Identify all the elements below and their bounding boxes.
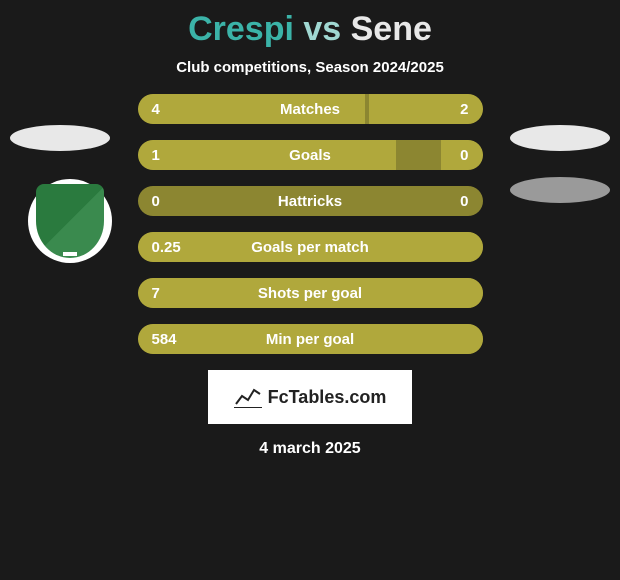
chart-icon	[234, 386, 262, 408]
comparison-bars: 4Matches21Goals00Hattricks00.25Goals per…	[138, 94, 483, 354]
bar-label: Hattricks	[138, 193, 483, 210]
bar-value-right: 2	[460, 101, 468, 118]
team-crest	[28, 179, 112, 263]
bar-row: 7Shots per goal	[138, 278, 483, 308]
badge-right-top	[510, 125, 610, 151]
badge-right-mid	[510, 177, 610, 203]
bar-label: Goals per match	[138, 239, 483, 256]
page-title: Crespi vs Sene	[0, 0, 620, 49]
crest-shield-icon	[36, 184, 104, 258]
bar-row: 0.25Goals per match	[138, 232, 483, 262]
brand-box: FcTables.com	[208, 370, 412, 424]
brand-text: FcTables.com	[268, 387, 387, 408]
bar-value-right: 0	[460, 193, 468, 210]
bar-value-right: 0	[460, 147, 468, 164]
bar-row: 4Matches2	[138, 94, 483, 124]
badge-left-top	[10, 125, 110, 151]
bar-row: 584Min per goal	[138, 324, 483, 354]
date-text: 4 march 2025	[0, 440, 620, 458]
title-player-left: Crespi	[188, 10, 303, 48]
bar-label: Goals	[138, 147, 483, 164]
bar-row: 0Hattricks0	[138, 186, 483, 216]
title-player-right: Sene	[351, 10, 432, 48]
bar-row: 1Goals0	[138, 140, 483, 170]
bar-label: Matches	[138, 101, 483, 118]
title-vs: vs	[303, 10, 350, 48]
bar-label: Shots per goal	[138, 285, 483, 302]
bar-label: Min per goal	[138, 331, 483, 348]
subtitle: Club competitions, Season 2024/2025	[0, 59, 620, 76]
